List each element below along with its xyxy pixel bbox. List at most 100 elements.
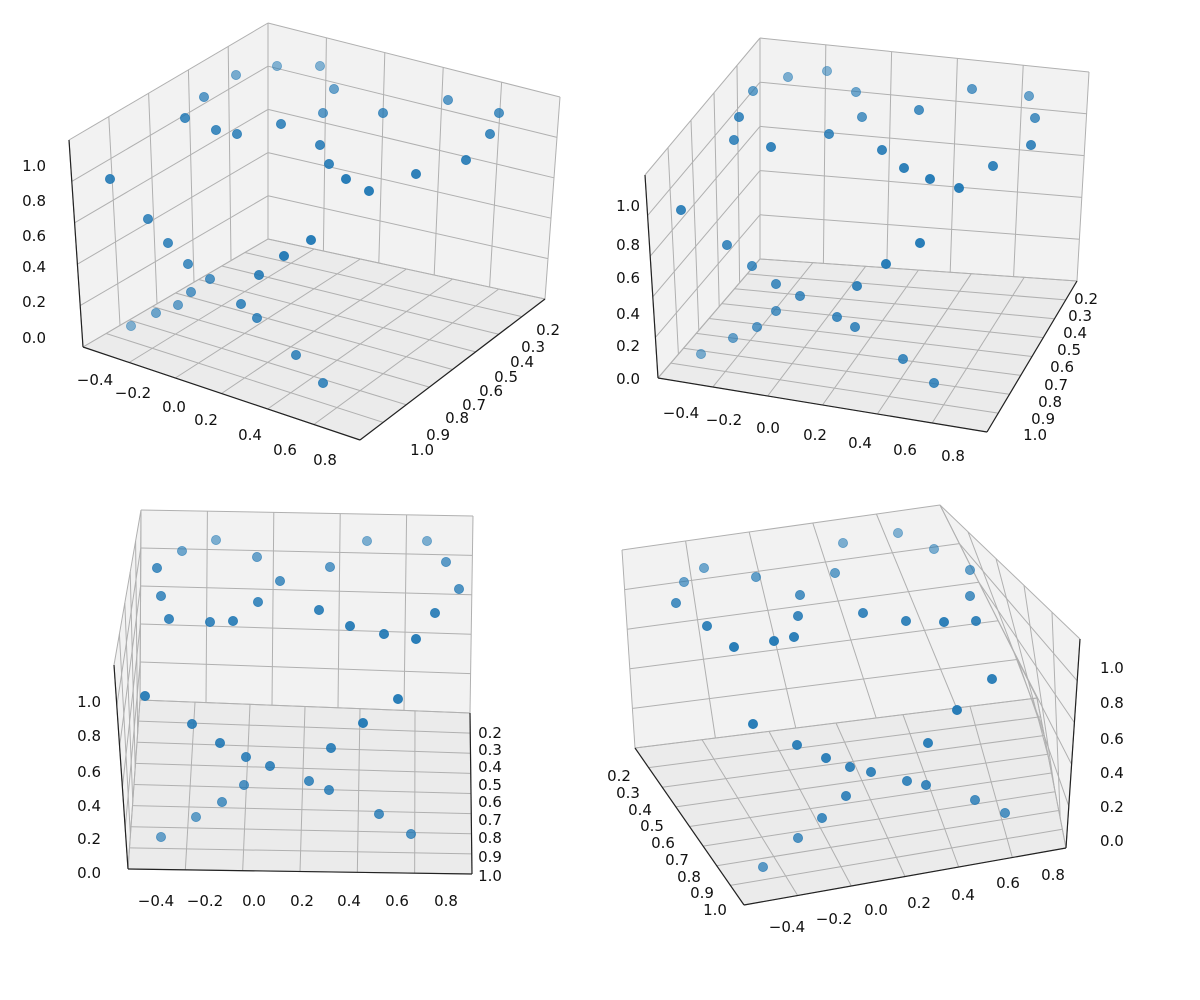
scatter-point bbox=[852, 280, 863, 291]
y-tick-label: 0.3 bbox=[521, 338, 545, 356]
scatter-point bbox=[841, 791, 852, 802]
scatter-points bbox=[139, 535, 464, 843]
scatter-point bbox=[126, 320, 137, 331]
scatter-point bbox=[898, 353, 909, 364]
y-axis bbox=[469, 712, 473, 875]
scatter-point bbox=[970, 795, 981, 806]
scatter-point bbox=[323, 785, 334, 796]
scatter-point bbox=[410, 634, 421, 645]
scatter-point bbox=[231, 128, 242, 139]
x-tick-labels: −0.4 −0.2 0.0 0.2 0.4 0.6 0.8 bbox=[769, 866, 1065, 936]
pane-wall bbox=[622, 505, 1037, 748]
pane-wall bbox=[645, 38, 760, 378]
scatter-point bbox=[696, 348, 707, 359]
scatter-point bbox=[965, 565, 976, 576]
scatter-point bbox=[155, 832, 166, 843]
scatter-point bbox=[729, 134, 740, 145]
scatter-point bbox=[238, 780, 249, 791]
z-tick-labels: 0.0 0.2 0.4 0.6 0.8 1.0 bbox=[22, 157, 46, 347]
x-tick-label: 0.0 bbox=[864, 901, 888, 919]
y-tick-label: 0.8 bbox=[1038, 393, 1062, 411]
scatter-point bbox=[235, 298, 246, 309]
x-tick-label: 0.6 bbox=[273, 441, 297, 459]
scatter-point bbox=[340, 173, 351, 184]
scatter-point bbox=[105, 173, 116, 184]
y-tick-label: 0.2 bbox=[478, 724, 502, 742]
x-tick-label: 0.6 bbox=[385, 892, 409, 910]
y-axis bbox=[634, 747, 745, 906]
scatter-point bbox=[377, 108, 388, 119]
y-tick-label: 1.0 bbox=[1023, 426, 1047, 444]
scatter-point bbox=[240, 752, 251, 763]
y-tick-label: 0.5 bbox=[1057, 341, 1081, 359]
z-tick-label: 0.4 bbox=[1100, 764, 1124, 782]
y-tick-label: 0.8 bbox=[478, 829, 502, 847]
scatter-points bbox=[105, 61, 504, 388]
scatter-point bbox=[899, 162, 910, 173]
scatter-point bbox=[722, 239, 733, 250]
scatter-point bbox=[210, 125, 221, 136]
scatter-point bbox=[679, 577, 690, 588]
y-tick-label: 0.7 bbox=[1044, 376, 1068, 394]
x-axis bbox=[82, 346, 361, 441]
scatter-point bbox=[313, 605, 324, 616]
y-tick-label: 1.0 bbox=[410, 441, 434, 459]
scatter-point bbox=[877, 144, 888, 155]
scatter-point bbox=[929, 544, 940, 555]
scatter-point bbox=[988, 160, 999, 171]
x-tick-label: −0.4 bbox=[138, 892, 174, 910]
pane-wall bbox=[268, 23, 560, 299]
x-tick-label: 0.8 bbox=[434, 892, 458, 910]
z-tick-label: 0.8 bbox=[616, 236, 640, 254]
scatter-point bbox=[314, 139, 325, 150]
y-tick-label: 0.5 bbox=[478, 776, 502, 794]
scatter-point bbox=[845, 762, 856, 773]
pane-floor bbox=[83, 239, 545, 440]
scatter-point bbox=[676, 204, 687, 215]
scatter-point bbox=[176, 546, 187, 557]
x-tick-label: −0.4 bbox=[77, 371, 113, 389]
y-tick-label: 0.6 bbox=[651, 834, 675, 852]
x-tick-label: 0.0 bbox=[162, 398, 186, 416]
scatter-point bbox=[493, 108, 504, 119]
scatter-point bbox=[460, 154, 471, 165]
y-tick-label: 0.3 bbox=[478, 741, 502, 759]
scatter-point bbox=[748, 719, 759, 730]
scatter-point bbox=[251, 552, 262, 563]
scatter-point bbox=[290, 349, 301, 360]
z-tick-label: 0.6 bbox=[77, 763, 101, 781]
scatter-point bbox=[702, 621, 713, 632]
scatter-point bbox=[793, 611, 804, 622]
scatter-point bbox=[734, 112, 745, 123]
scatter-point bbox=[671, 598, 682, 609]
x-tick-label: 0.4 bbox=[951, 886, 975, 904]
scatter-point bbox=[751, 572, 762, 583]
z-axis bbox=[68, 139, 84, 348]
z-tick-labels: 0.0 0.2 0.4 0.6 0.8 1.0 bbox=[1100, 659, 1124, 850]
y-tick-label: 1.0 bbox=[478, 867, 502, 885]
y-tick-label: 0.8 bbox=[677, 868, 701, 886]
scatter-point bbox=[363, 185, 374, 196]
scatter-point bbox=[915, 237, 926, 248]
scatter-point bbox=[186, 719, 197, 730]
x-tick-label: −0.2 bbox=[187, 892, 223, 910]
scatter-point bbox=[792, 740, 803, 751]
y-tick-label: 0.8 bbox=[445, 409, 469, 427]
pane-wall bbox=[940, 505, 1080, 848]
x-tick-label: 0.8 bbox=[313, 451, 337, 469]
scatter-point bbox=[204, 617, 215, 628]
scatter-point bbox=[405, 829, 416, 840]
z-tick-label: 0.8 bbox=[1100, 694, 1124, 712]
pane-wall bbox=[69, 23, 268, 347]
y-axis bbox=[986, 280, 1078, 433]
y-tick-label: 1.0 bbox=[703, 901, 727, 919]
scatter-point bbox=[830, 568, 841, 579]
x-tick-label: 0.0 bbox=[756, 419, 780, 437]
scatter-point bbox=[442, 95, 453, 106]
z-axis bbox=[113, 664, 129, 870]
y-tick-labels: 0.20.30.40.50.60.70.80.91.0 bbox=[410, 321, 560, 459]
y-tick-label: 0.9 bbox=[426, 426, 450, 444]
scatter-point bbox=[251, 312, 262, 323]
scatter-point bbox=[822, 66, 833, 77]
